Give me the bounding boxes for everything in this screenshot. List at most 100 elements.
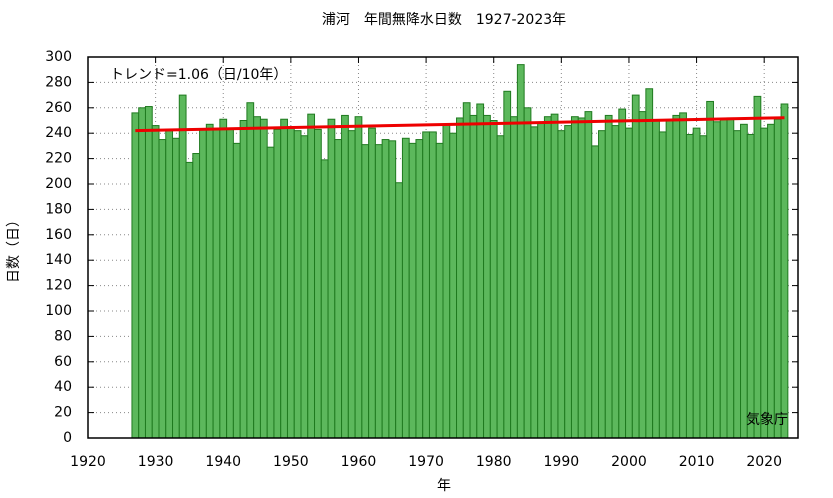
y-axis-label: 日数（日） — [6, 213, 22, 283]
annotation: トレンド=1.06（日/10年） — [110, 67, 287, 83]
bar — [456, 117, 464, 439]
x-tick-label: 2000 — [611, 454, 647, 470]
x-tick-label: 1990 — [544, 454, 580, 470]
bar — [570, 116, 579, 439]
bar — [205, 123, 214, 439]
bar — [246, 102, 255, 439]
bar — [706, 100, 714, 439]
x-tick-label: 1980 — [476, 454, 512, 470]
bar — [483, 114, 491, 439]
bar — [530, 126, 539, 439]
bar — [638, 111, 647, 439]
bar — [172, 137, 180, 439]
x-tick-label: 1970 — [408, 454, 444, 470]
bar — [374, 144, 383, 439]
bar — [658, 131, 667, 439]
bar — [266, 146, 275, 439]
bar — [381, 139, 390, 439]
bar — [334, 139, 343, 439]
bar — [232, 142, 241, 439]
x-axis-label: 年 — [437, 478, 451, 494]
bar — [165, 128, 174, 439]
bar — [286, 126, 295, 439]
bar — [685, 133, 694, 439]
y-tick-label: 160 — [45, 227, 72, 243]
bar — [219, 118, 228, 439]
bar — [192, 153, 201, 439]
y-tick-label: 300 — [45, 49, 72, 65]
bar — [401, 137, 410, 439]
x-tick-label: 2010 — [679, 454, 715, 470]
y-tick-label: 80 — [54, 328, 72, 344]
bar — [158, 139, 167, 439]
bar — [307, 113, 316, 439]
trend-line — [135, 116, 785, 133]
bar — [489, 120, 498, 439]
bar — [611, 125, 620, 439]
y-tick-label: 200 — [45, 176, 72, 192]
bar — [138, 107, 146, 439]
y-tick-label: 40 — [54, 379, 72, 395]
bar — [469, 114, 478, 439]
annotation: 気象庁 — [746, 412, 788, 428]
bar — [672, 114, 681, 439]
plot-frame — [87, 56, 799, 439]
bar — [300, 135, 309, 439]
bar — [591, 145, 600, 439]
bar — [719, 118, 728, 439]
y-tick-label: 120 — [45, 278, 72, 294]
y-tick-label: 100 — [45, 303, 72, 319]
bar — [543, 116, 552, 439]
bar — [293, 130, 302, 439]
bar — [780, 103, 789, 439]
bar — [712, 121, 721, 439]
bar — [773, 118, 782, 439]
bar — [753, 95, 762, 439]
bar — [618, 108, 627, 439]
bar — [746, 133, 755, 439]
bar — [516, 64, 525, 439]
bar — [631, 94, 640, 439]
y-tick-label: 220 — [45, 151, 72, 167]
bar — [760, 127, 769, 439]
bar — [320, 159, 329, 439]
bar — [604, 114, 613, 439]
bar — [740, 123, 748, 439]
x-tick-label: 1930 — [138, 454, 174, 470]
bar — [537, 122, 545, 439]
bar — [665, 120, 674, 439]
y-tick-label: 140 — [45, 252, 72, 268]
bar — [151, 125, 160, 439]
x-tick-label: 1950 — [273, 454, 309, 470]
bar — [679, 112, 687, 439]
bar — [503, 90, 512, 439]
bar — [131, 112, 140, 439]
bar — [652, 120, 660, 439]
x-tick-label: 2020 — [746, 454, 782, 470]
y-tick-label: 60 — [54, 354, 72, 370]
bar — [368, 127, 376, 439]
bar — [327, 118, 336, 439]
y-tick-label: 240 — [45, 125, 72, 141]
bar — [564, 125, 572, 439]
bar — [598, 130, 606, 439]
bar — [280, 118, 288, 439]
chart-title: 浦河 年間無降水日数 1927-2023年 — [322, 12, 566, 28]
bar — [199, 128, 207, 439]
bar — [523, 107, 532, 439]
bar — [726, 117, 735, 439]
bar — [239, 120, 248, 439]
y-tick-label: 180 — [45, 201, 72, 217]
y-tick-label: 0 — [63, 430, 72, 446]
bar — [388, 140, 397, 439]
x-tick-label: 1940 — [205, 454, 241, 470]
bar — [226, 127, 234, 439]
bar — [395, 182, 403, 439]
bar — [462, 102, 471, 439]
bar — [212, 128, 221, 439]
bar — [550, 113, 559, 439]
x-tick-label: 1920 — [70, 454, 106, 470]
bar — [733, 130, 742, 439]
bar — [178, 94, 187, 439]
